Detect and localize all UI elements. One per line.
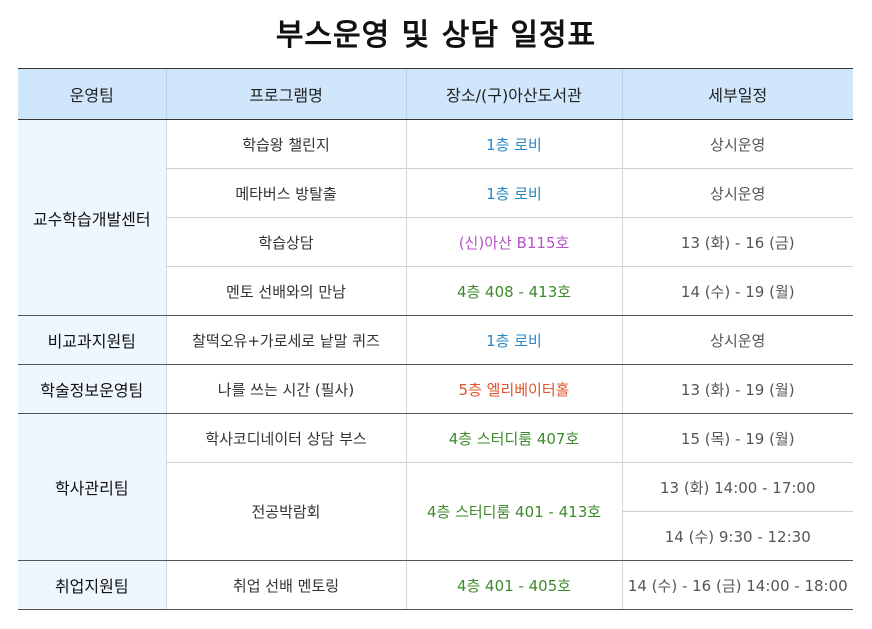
- header-place: 장소/(구)아산도서관: [405, 68, 622, 120]
- table-row: 14 (수) 9:30 - 12:30: [18, 511, 853, 561]
- program-cell: 학사코디네이터 상담 부스: [165, 413, 406, 463]
- place-cell: 4층 401 - 405호: [405, 560, 622, 610]
- program-cell: 학습상담: [165, 217, 406, 267]
- table-row: 취업지원팀 취업 선배 멘토링 4층 401 - 405호 14 (수) - 1…: [18, 560, 853, 610]
- table-row: 멘토 선배와의 만남 4층 408 - 413호 14 (수) - 19 (월): [18, 266, 853, 316]
- schedule-cell: 14 (수) - 16 (금) 14:00 - 18:00: [621, 560, 853, 610]
- header-schedule: 세부일정: [621, 68, 853, 120]
- schedule-cell: 14 (수) 9:30 - 12:30: [621, 511, 853, 561]
- schedule-cell: 13 (화) - 16 (금): [621, 217, 853, 267]
- schedule-cell: 14 (수) - 19 (월): [621, 266, 853, 316]
- team-cell: 취업지원팀: [18, 560, 166, 610]
- team-cell: 교수학습개발센터: [18, 119, 166, 316]
- place-cell: 4층 스터디룸 401 - 413호: [405, 462, 622, 561]
- schedule-cell: 13 (화) - 19 (월): [621, 364, 853, 414]
- table-row: 전공박람회 4층 스터디룸 401 - 413호 13 (화) 14:00 - …: [18, 462, 853, 561]
- header-team: 운영팀: [18, 68, 166, 120]
- program-cell: 전공박람회: [165, 462, 406, 561]
- program-cell: 메타버스 방탈출: [165, 168, 406, 218]
- place-cell: 5층 엘리베이터홀: [405, 364, 622, 414]
- program-cell: 찰떡오유+가로세로 낱말 퀴즈: [165, 315, 406, 365]
- place-cell: 1층 로비: [405, 315, 622, 365]
- program-cell: 학습왕 챌린지: [165, 119, 406, 169]
- place-cell: 4층 408 - 413호: [405, 266, 622, 316]
- schedule-cell: 상시운영: [621, 315, 853, 365]
- place-cell: 1층 로비: [405, 119, 622, 169]
- place-cell: 1층 로비: [405, 168, 622, 218]
- table-row: 학사관리팀 학사코디네이터 상담 부스 4층 스터디룸 407호 15 (목) …: [18, 413, 853, 561]
- table-row: 메타버스 방탈출 1층 로비 상시운영: [18, 168, 853, 218]
- program-cell: 취업 선배 멘토링: [165, 560, 406, 610]
- team-cell: 학술정보운영팀: [18, 364, 166, 414]
- header-program: 프로그램명: [165, 68, 406, 120]
- team-cell: 학사관리팀: [18, 413, 166, 561]
- table-row: 학습상담 (신)아산 B115호 13 (화) - 16 (금): [18, 217, 853, 267]
- table-row: 학술정보운영팀 나를 쓰는 시간 (필사) 5층 엘리베이터홀 13 (화) -…: [18, 364, 853, 414]
- team-cell: 비교과지원팀: [18, 315, 166, 365]
- page-title: 부스운영 및 상담 일정표: [275, 18, 597, 53]
- schedule-table: 운영팀 프로그램명 장소/(구)아산도서관 세부일정 교수학습개발센터 학습왕 …: [18, 68, 853, 610]
- program-cell: 멘토 선배와의 만남: [165, 266, 406, 316]
- table-row: 비교과지원팀 찰떡오유+가로세로 낱말 퀴즈 1층 로비 상시운영: [18, 315, 853, 365]
- schedule-cell: 상시운영: [621, 168, 853, 218]
- schedule-cell: 13 (화) 14:00 - 17:00: [621, 462, 853, 512]
- program-cell: 나를 쓰는 시간 (필사): [165, 364, 406, 414]
- table-row: 교수학습개발센터 학습왕 챌린지 1층 로비 상시운영: [18, 119, 853, 316]
- place-cell: (신)아산 B115호: [405, 217, 622, 267]
- table-header-row: 운영팀 프로그램명 장소/(구)아산도서관 세부일정: [18, 68, 853, 120]
- place-cell: 4층 스터디룸 407호: [405, 413, 622, 463]
- schedule-cell: 상시운영: [621, 119, 853, 169]
- schedule-cell: 15 (목) - 19 (월): [621, 413, 853, 463]
